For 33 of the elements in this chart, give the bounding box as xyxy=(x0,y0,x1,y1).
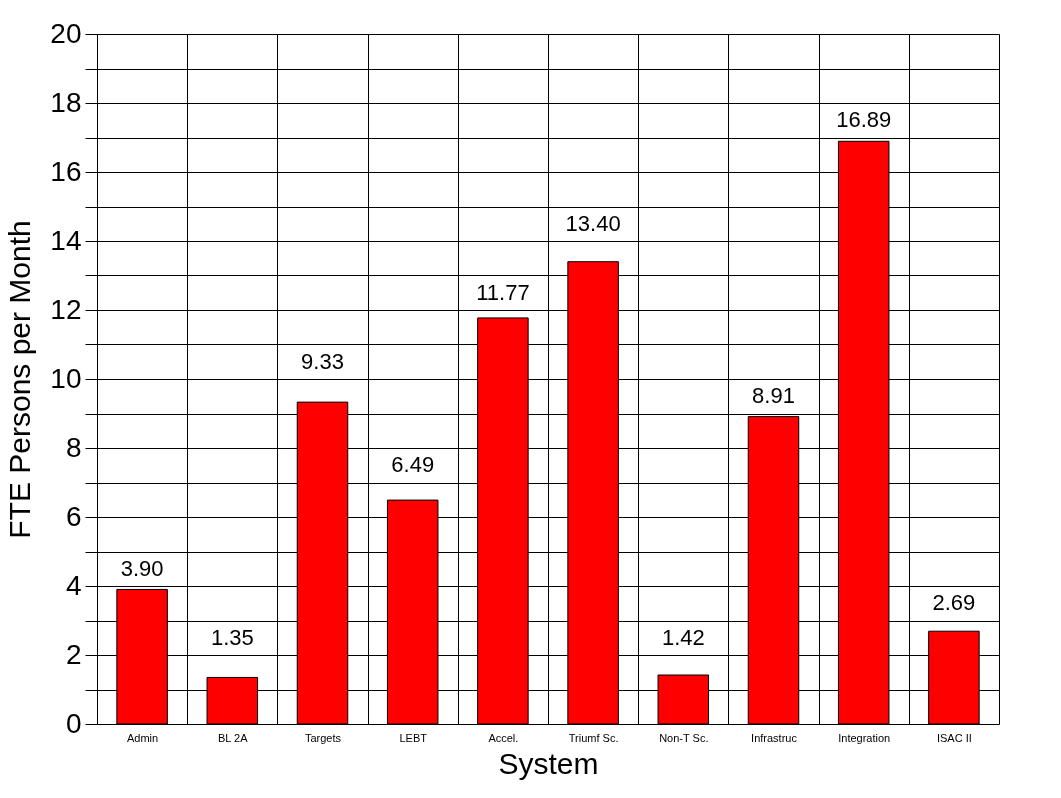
y-tick-label: 14 xyxy=(50,224,82,256)
x-tick-label: Admin xyxy=(127,731,159,744)
y-tick-label: 8 xyxy=(65,431,82,463)
data-label: 8.91 xyxy=(752,383,795,409)
x-tick-label: BL 2A xyxy=(218,731,249,744)
x-tick-label: LEBT xyxy=(399,731,428,744)
x-tick-label: Accel. xyxy=(488,731,519,744)
y-axis-title: FTE Persons per Month xyxy=(3,220,37,539)
x-axis-title: System xyxy=(498,746,599,780)
data-label: 9.33 xyxy=(301,348,344,374)
data-label: 2.69 xyxy=(932,590,976,616)
y-tick-label: 18 xyxy=(50,86,82,118)
data-label: 3.90 xyxy=(120,555,164,581)
y-tick-label: 16 xyxy=(50,155,82,187)
x-tick-label: Integration xyxy=(838,731,891,744)
y-tick-label: 0 xyxy=(65,707,82,739)
data-label: 13.40 xyxy=(565,210,621,236)
y-tick-label: 6 xyxy=(65,500,82,532)
data-label: 16.89 xyxy=(836,107,892,133)
data-label: 1.35 xyxy=(210,624,254,650)
data-label: 11.77 xyxy=(476,279,530,305)
y-tick-label: 12 xyxy=(50,293,82,325)
x-tick-label: ISAC II xyxy=(936,731,972,744)
y-tick-label: 10 xyxy=(50,362,82,394)
x-tick-label: Targets xyxy=(304,731,342,744)
x-tick-label: Non-T Sc. xyxy=(659,731,709,744)
y-tick-label: 20 xyxy=(50,17,82,49)
y-tick-label: 4 xyxy=(65,569,82,601)
data-label: 1.42 xyxy=(661,624,705,650)
y-tick-label: 2 xyxy=(65,638,82,670)
x-tick-label: Infrastruc xyxy=(751,731,798,744)
x-tick-label: Triumf Sc. xyxy=(568,731,619,744)
data-label: 6.49 xyxy=(391,452,435,478)
